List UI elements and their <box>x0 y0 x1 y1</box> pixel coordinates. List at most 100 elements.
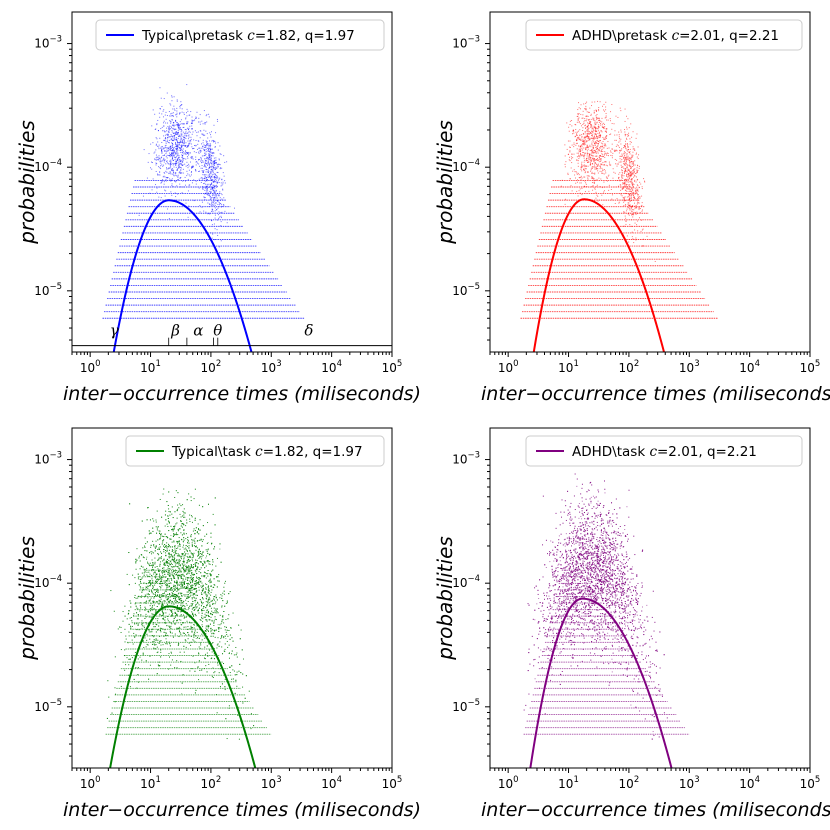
scatter-point <box>210 192 212 194</box>
scatter-point <box>171 100 173 102</box>
scatter-point <box>628 135 630 137</box>
scatter-point <box>167 137 169 139</box>
scatter-point <box>190 152 191 154</box>
scatter-point <box>607 119 609 121</box>
scatter-point <box>573 153 575 155</box>
scatter-point <box>597 170 599 172</box>
scatter-point <box>610 133 612 135</box>
scatter-point <box>197 143 199 145</box>
scatter-point <box>175 139 177 141</box>
scatter-point <box>614 172 616 174</box>
scatter-point <box>637 196 639 198</box>
scatter-point <box>573 146 575 148</box>
scatter-point <box>608 189 610 191</box>
scatter-point <box>631 154 633 156</box>
scatter-point <box>185 150 187 152</box>
scatter-point <box>598 134 600 136</box>
scatter-point <box>624 182 626 184</box>
scatter-point <box>168 142 170 144</box>
scatter-point <box>182 159 184 161</box>
scatter-point <box>180 133 182 135</box>
scatter-point <box>637 200 639 202</box>
scatter-point <box>213 167 215 169</box>
scatter-point <box>218 159 220 161</box>
scatter-point <box>204 154 206 156</box>
scatter-point <box>220 225 222 227</box>
scatter-point <box>151 189 153 191</box>
scatter-point <box>599 155 601 157</box>
scatter-point <box>171 143 173 145</box>
scatter-point <box>584 164 586 166</box>
scatter-point <box>207 194 209 196</box>
scatter-point <box>581 187 583 189</box>
scatter-point <box>204 122 206 124</box>
scatter-point <box>616 159 618 161</box>
scatter-point <box>192 156 194 158</box>
scatter-point <box>624 133 626 135</box>
scatter-point <box>175 144 177 146</box>
scatter-point <box>630 172 632 174</box>
scatter-point <box>637 201 639 203</box>
scatter-point <box>213 200 215 202</box>
scatter-point <box>625 184 627 186</box>
scatter-point <box>578 177 580 179</box>
scatter-point <box>579 151 581 153</box>
scatter-point <box>178 162 180 164</box>
scatter-point <box>156 124 158 126</box>
scatter-point <box>164 176 166 178</box>
scatter-point <box>639 211 641 213</box>
scatter-point <box>623 158 625 160</box>
scatter-point <box>605 101 607 103</box>
scatter-point <box>181 693 183 695</box>
scatter-point <box>632 186 634 188</box>
scatter-point <box>579 192 581 194</box>
scatter-point <box>596 114 598 116</box>
scatter-point <box>595 128 597 130</box>
scatter-point <box>208 195 210 197</box>
scatter-point <box>154 151 156 153</box>
scatter-point <box>208 159 210 161</box>
scatter-point <box>169 165 171 167</box>
scatter-point <box>176 156 178 158</box>
scatter-point <box>624 192 626 194</box>
scatter-point <box>202 172 204 174</box>
scatter-point <box>581 170 583 172</box>
scatter-point <box>594 126 596 128</box>
scatter-point <box>597 140 599 142</box>
scatter-point <box>214 188 216 190</box>
scatter-point <box>217 203 219 205</box>
scatter-point <box>594 162 596 164</box>
scatter-point <box>211 197 213 199</box>
scatter-point <box>209 152 211 154</box>
scatter-point <box>598 148 600 150</box>
scatter-point <box>217 120 219 122</box>
scatter-point <box>166 149 168 151</box>
scatter-point <box>595 168 597 170</box>
scatter-point <box>627 156 629 158</box>
scatter-point <box>596 148 598 150</box>
scatter-point <box>196 161 198 163</box>
scatter-point <box>614 150 616 152</box>
scatter-point <box>205 161 207 163</box>
scatter-point <box>603 128 605 130</box>
scatter-point <box>591 125 593 127</box>
scatter-point <box>161 113 163 115</box>
scatter-point <box>156 145 158 147</box>
scatter-point <box>138 214 140 216</box>
scatter-point <box>632 170 634 172</box>
scatter-point <box>196 135 198 137</box>
scatter-point <box>171 603 173 605</box>
scatter-point <box>634 160 636 162</box>
scatter-point <box>631 163 633 165</box>
scatter-point <box>582 139 584 141</box>
scatter-point <box>210 232 212 234</box>
scatter-point <box>628 196 630 198</box>
scatter-point <box>584 172 586 174</box>
scatter-point <box>605 115 607 117</box>
scatter-point <box>640 183 642 185</box>
scatter-point <box>211 219 213 221</box>
scatter-point <box>206 157 208 159</box>
scatter-point <box>599 136 601 138</box>
scatter-point <box>211 155 213 157</box>
scatter-point <box>196 111 198 113</box>
